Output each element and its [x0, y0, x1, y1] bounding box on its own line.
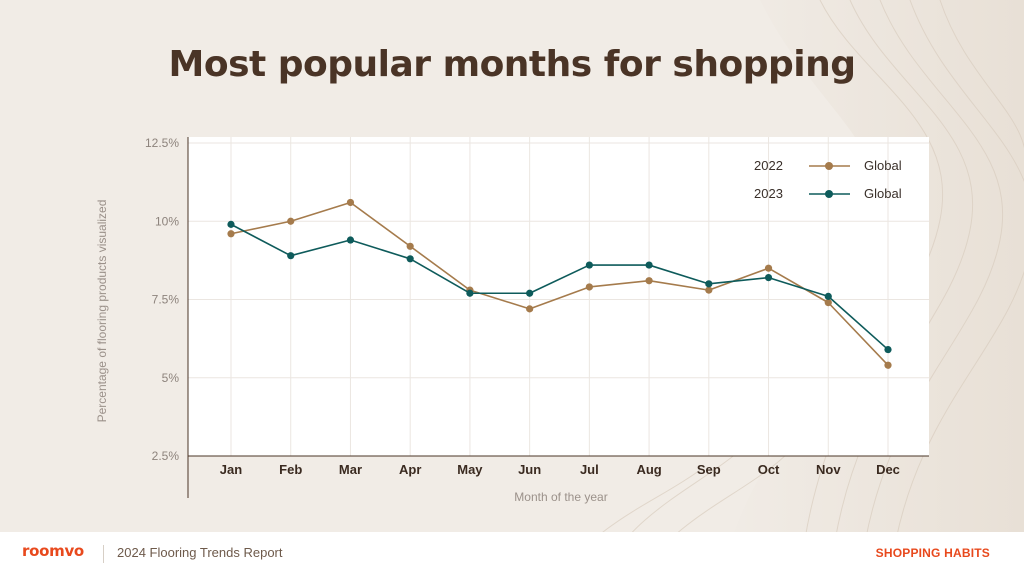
- x-tick-label: Oct: [758, 462, 780, 477]
- y-tick-labels: 2.5% 5% 7.5% 10% 12.5%: [145, 136, 179, 463]
- data-point-2023-feb: [287, 252, 295, 260]
- data-point-2022-dec: [884, 361, 892, 369]
- legend-series-2023: Global: [864, 186, 902, 201]
- page-title: Most popular months for shopping: [168, 44, 856, 85]
- y-tick-label: 10%: [155, 214, 179, 228]
- x-axis-label: Month of the year: [514, 490, 607, 504]
- data-point-2022-jan: [227, 230, 235, 238]
- data-point-2023-dec: [884, 345, 892, 354]
- data-point-2022-jun: [526, 305, 534, 313]
- data-point-2022-aug: [645, 277, 653, 285]
- x-tick-label: May: [457, 462, 483, 477]
- series-line-2022: [230, 201, 889, 366]
- data-point-2023-nov: [824, 292, 832, 300]
- data-point-2023-may: [466, 289, 474, 297]
- x-tick-label: Jan: [220, 462, 242, 477]
- x-tick-labels: Jan Feb Mar Apr May Jun Jul Aug Sep Oct Nov Dec: [220, 462, 900, 477]
- x-tick-label: Mar: [339, 462, 362, 477]
- data-point-2023-sep: [705, 280, 713, 288]
- data-point-2023-aug: [645, 261, 653, 269]
- legend-year-2022: 2022: [754, 158, 783, 173]
- section-label: SHOPPING HABITS: [875, 546, 990, 560]
- x-tick-label: Jun: [518, 462, 541, 477]
- x-tick-label: Aug: [636, 462, 661, 477]
- series-group: [227, 198, 892, 369]
- x-tick-label: Dec: [876, 462, 900, 477]
- legend-series-2022: Global: [864, 158, 902, 173]
- plot-area: [188, 137, 929, 456]
- x-tick-label: Feb: [279, 462, 302, 477]
- line-chart: 2.5% 5% 7.5% 10% 12.5% Jan Feb Mar Apr May Jun Jul…: [95, 136, 929, 504]
- data-point-2022-sep: [705, 286, 713, 294]
- y-tick-label: 12.5%: [145, 136, 179, 150]
- y-axis-label: Percentage of flooring products visualiz…: [95, 200, 109, 423]
- data-point-2023-oct: [764, 273, 773, 282]
- x-tick-label: Sep: [697, 462, 721, 477]
- y-tick-label: 7.5%: [152, 293, 180, 307]
- series-line-2023: [230, 223, 889, 351]
- legend-marker-2022: [825, 162, 833, 170]
- data-point-2022-oct: [764, 264, 773, 272]
- data-point-2023-jun: [526, 289, 534, 297]
- data-point-2023-apr: [406, 255, 414, 263]
- footer-bar: roomvo 2024 Flooring Trends Report SHOPP…: [0, 532, 1024, 576]
- data-point-2022-nov: [824, 299, 832, 307]
- report-title: 2024 Flooring Trends Report: [117, 545, 283, 560]
- data-point-2022-jul: [585, 283, 593, 291]
- data-point-2023-mar: [346, 236, 355, 244]
- x-tick-label: Nov: [816, 462, 841, 477]
- x-tick-label: Jul: [580, 462, 599, 477]
- legend-marker-2023: [825, 190, 833, 198]
- x-tick-label: Apr: [399, 462, 421, 477]
- y-tick-label: 5%: [162, 371, 180, 385]
- data-point-2023-jan: [227, 220, 235, 228]
- legend: 2022 Global 2023 Global: [754, 158, 902, 201]
- legend-year-2023: 2023: [754, 186, 783, 201]
- data-point-2022-mar: [346, 198, 355, 207]
- data-point-2022-feb: [287, 217, 295, 225]
- footer-divider: [103, 545, 104, 563]
- data-point-2022-apr: [406, 242, 414, 250]
- brand-logo[interactable]: roomvo: [22, 542, 84, 560]
- y-tick-label: 2.5%: [152, 449, 180, 463]
- data-point-2023-jul: [585, 261, 593, 269]
